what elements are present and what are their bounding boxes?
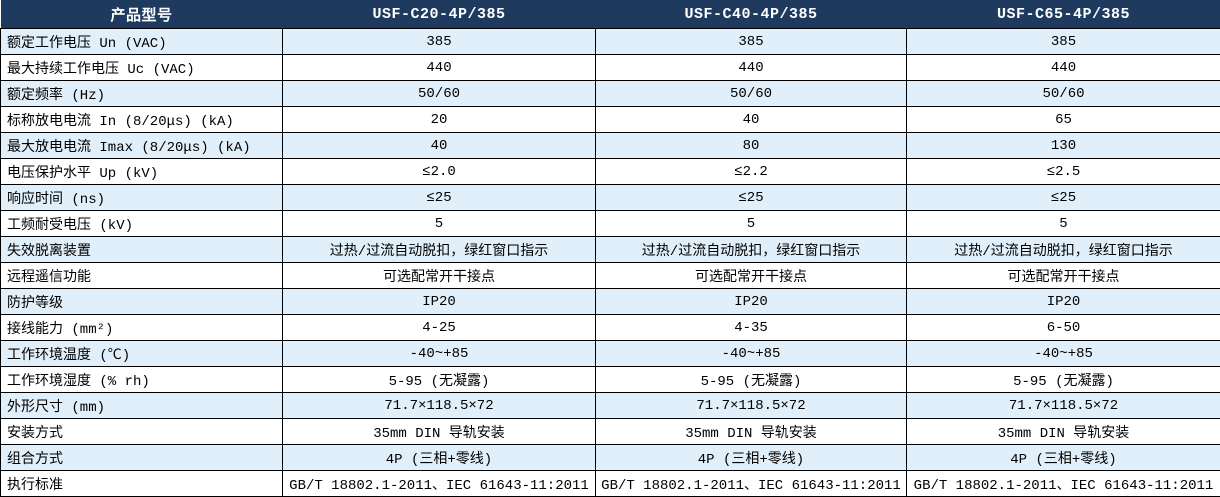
- spec-value: 可选配常开干接点: [595, 262, 907, 289]
- table-row-wiring-capacity: 接线能力 (mm²) 4-25 4-35 6-50: [0, 314, 1220, 341]
- spec-value: 5: [282, 210, 596, 237]
- spec-value: 40: [595, 106, 907, 133]
- spec-label: 外形尺寸 (mm): [0, 392, 283, 419]
- spec-value: IP20: [282, 288, 596, 315]
- spec-label: 响应时间 (ns): [0, 184, 283, 211]
- spec-value: 5: [595, 210, 907, 237]
- spec-label: 工作环境温度 (℃): [0, 340, 283, 367]
- spec-label: 电压保护水平 Up (kV): [0, 158, 283, 185]
- spec-value: 5-95 (无凝露): [595, 366, 907, 393]
- spec-value: 4P (三相+零线): [906, 444, 1220, 471]
- table-row-power-frequency-withstand-voltage: 工频耐受电压 (kV) 5 5 5: [0, 210, 1220, 237]
- spec-value: GB/T 18802.1-2011、IEC 61643-11:2011: [595, 470, 907, 497]
- spec-label: 远程遥信功能: [0, 262, 283, 289]
- spec-value: 440: [595, 54, 907, 81]
- spec-value: 440: [906, 54, 1220, 81]
- table-row-installation-method: 安装方式 35mm DIN 导轨安装 35mm DIN 导轨安装 35mm DI…: [0, 418, 1220, 445]
- spec-label: 工频耐受电压 (kV): [0, 210, 283, 237]
- spec-label: 防护等级: [0, 288, 283, 315]
- spec-value: 35mm DIN 导轨安装: [595, 418, 907, 445]
- spec-value: 440: [282, 54, 596, 81]
- table-row-rated-voltage: 额定工作电压 Un (VAC) 385 385 385: [0, 28, 1220, 55]
- spec-label: 最大放电电流 Imax (8/20μs) (kA): [0, 132, 283, 159]
- spec-value: 50/60: [282, 80, 596, 107]
- spec-value: 80: [595, 132, 907, 159]
- spec-value: ≤25: [282, 184, 596, 211]
- table-row-operating-humidity: 工作环境湿度 (% rh) 5-95 (无凝露) 5-95 (无凝露) 5-95…: [0, 366, 1220, 393]
- header-model-usf-c40: USF-C40-4P/385: [595, 0, 907, 29]
- spec-value: ≤25: [595, 184, 907, 211]
- spec-label: 执行标准: [0, 470, 283, 497]
- spec-value: 4P (三相+零线): [595, 444, 907, 471]
- spec-label: 接线能力 (mm²): [0, 314, 283, 341]
- spec-value: 71.7×118.5×72: [906, 392, 1220, 419]
- table-row-operating-temperature: 工作环境温度 (℃) -40~+85 -40~+85 -40~+85: [0, 340, 1220, 367]
- spec-label: 失效脱离装置: [0, 236, 283, 263]
- spec-value: 可选配常开干接点: [906, 262, 1220, 289]
- header-product-model-label: 产品型号: [0, 0, 283, 29]
- spec-value: 385: [906, 28, 1220, 55]
- spec-value: 35mm DIN 导轨安装: [906, 418, 1220, 445]
- table-row-nominal-discharge-current: 标称放电电流 In (8/20μs) (kA) 20 40 65: [0, 106, 1220, 133]
- spec-value: 71.7×118.5×72: [282, 392, 596, 419]
- spec-label: 额定频率 (Hz): [0, 80, 283, 107]
- spec-value: 6-50: [906, 314, 1220, 341]
- spec-value: IP20: [906, 288, 1220, 315]
- table-row-dimensions: 外形尺寸 (mm) 71.7×118.5×72 71.7×118.5×72 71…: [0, 392, 1220, 419]
- table-row-combination-mode: 组合方式 4P (三相+零线) 4P (三相+零线) 4P (三相+零线): [0, 444, 1220, 471]
- spec-value: ≤2.2: [595, 158, 907, 185]
- spec-value: -40~+85: [595, 340, 907, 367]
- spec-label: 工作环境湿度 (% rh): [0, 366, 283, 393]
- spec-value: 5: [906, 210, 1220, 237]
- spec-value: ≤2.5: [906, 158, 1220, 185]
- spec-value: 20: [282, 106, 596, 133]
- spec-value: 4-25: [282, 314, 596, 341]
- spec-value: 385: [282, 28, 596, 55]
- spec-label: 安装方式: [0, 418, 283, 445]
- table-row-rated-frequency: 额定频率 (Hz) 50/60 50/60 50/60: [0, 80, 1220, 107]
- table-row-protection-rating: 防护等级 IP20 IP20 IP20: [0, 288, 1220, 315]
- spec-value: -40~+85: [282, 340, 596, 367]
- spec-value: GB/T 18802.1-2011、IEC 61643-11:2011: [906, 470, 1220, 497]
- table-row-standards: 执行标准 GB/T 18802.1-2011、IEC 61643-11:2011…: [0, 470, 1220, 497]
- spec-label: 额定工作电压 Un (VAC): [0, 28, 283, 55]
- spec-label: 标称放电电流 In (8/20μs) (kA): [0, 106, 283, 133]
- table-row-failure-disconnect-device: 失效脱离装置 过热/过流自动脱扣，绿红窗口指示 过热/过流自动脱扣，绿红窗口指示…: [0, 236, 1220, 263]
- spec-value: 5-95 (无凝露): [282, 366, 596, 393]
- spec-value: ≤2.0: [282, 158, 596, 185]
- spec-value: 可选配常开干接点: [282, 262, 596, 289]
- spec-label: 组合方式: [0, 444, 283, 471]
- spec-value: 65: [906, 106, 1220, 133]
- spec-value: 385: [595, 28, 907, 55]
- spec-value: IP20: [595, 288, 907, 315]
- spec-value: 130: [906, 132, 1220, 159]
- spec-value: 71.7×118.5×72: [595, 392, 907, 419]
- header-model-usf-c20: USF-C20-4P/385: [282, 0, 596, 29]
- spec-value: 过热/过流自动脱扣，绿红窗口指示: [595, 236, 907, 263]
- table-row-max-discharge-current: 最大放电电流 Imax (8/20μs) (kA) 40 80 130: [0, 132, 1220, 159]
- table-row-max-continuous-voltage: 最大持续工作电压 Uc (VAC) 440 440 440: [0, 54, 1220, 81]
- spec-value: 4-35: [595, 314, 907, 341]
- spec-value: 35mm DIN 导轨安装: [282, 418, 596, 445]
- spec-value: 过热/过流自动脱扣，绿红窗口指示: [282, 236, 596, 263]
- spec-value: GB/T 18802.1-2011、IEC 61643-11:2011: [282, 470, 596, 497]
- spec-value: 过热/过流自动脱扣，绿红窗口指示: [906, 236, 1220, 263]
- table-row-voltage-protection-level: 电压保护水平 Up (kV) ≤2.0 ≤2.2 ≤2.5: [0, 158, 1220, 185]
- spec-label: 最大持续工作电压 Uc (VAC): [0, 54, 283, 81]
- spec-value: ≤25: [906, 184, 1220, 211]
- table-header-row: 产品型号 USF-C20-4P/385 USF-C40-4P/385 USF-C…: [0, 0, 1220, 29]
- spec-value: 50/60: [906, 80, 1220, 107]
- spec-value: 4P (三相+零线): [282, 444, 596, 471]
- spec-value: -40~+85: [906, 340, 1220, 367]
- spec-value: 40: [282, 132, 596, 159]
- spec-value: 50/60: [595, 80, 907, 107]
- table-row-remote-signaling: 远程遥信功能 可选配常开干接点 可选配常开干接点 可选配常开干接点: [0, 262, 1220, 289]
- header-model-usf-c65: USF-C65-4P/385: [906, 0, 1220, 29]
- table-row-response-time: 响应时间 (ns) ≤25 ≤25 ≤25: [0, 184, 1220, 211]
- spec-value: 5-95 (无凝露): [906, 366, 1220, 393]
